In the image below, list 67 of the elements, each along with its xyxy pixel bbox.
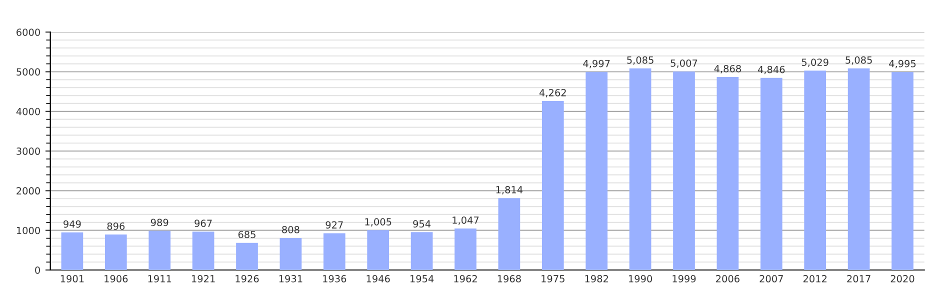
y-tick-label: 2000: [16, 187, 40, 195]
x-tick-label: 2012: [803, 275, 826, 282]
bar: [673, 71, 695, 270]
y-tick-label: 4000: [16, 108, 40, 116]
x-tick-label: 1901: [60, 275, 84, 282]
bar: [892, 72, 914, 270]
data-label: 4,997: [583, 60, 610, 68]
x-tick-label: 2007: [760, 275, 783, 282]
bar: [104, 234, 127, 270]
x-tick-label: 1926: [236, 275, 259, 282]
x-tick-label: 1975: [542, 275, 564, 282]
data-label: 954: [413, 220, 431, 228]
data-label: 5,085: [627, 56, 654, 65]
bar: [61, 232, 84, 270]
x-tick-label: 1982: [585, 275, 608, 282]
bar: [629, 68, 652, 270]
x-tick-label: 1968: [498, 275, 521, 282]
bar: [848, 68, 870, 270]
data-label: 989: [150, 218, 168, 226]
bar: [498, 198, 520, 270]
data-label: 1,814: [496, 186, 523, 194]
x-tick-label: 1990: [628, 275, 652, 282]
x-tick-label: 2006: [716, 275, 740, 282]
y-tick-label: 0: [35, 266, 40, 274]
data-label: 4,846: [758, 66, 785, 74]
bar: [323, 233, 346, 270]
bar: [367, 230, 390, 270]
bar: [192, 232, 214, 270]
x-tick-label: 1999: [672, 275, 696, 282]
data-label: 5,029: [802, 58, 828, 67]
x-tick-label: 1954: [410, 275, 434, 282]
bar: [586, 72, 608, 270]
data-label: 967: [194, 220, 212, 227]
data-label: 4,995: [889, 60, 916, 68]
x-tick-label: 1921: [192, 275, 215, 282]
data-label: 927: [326, 221, 343, 229]
data-label: 808: [282, 226, 300, 234]
bar: [410, 232, 433, 270]
bar: [542, 101, 564, 270]
y-tick-label: 3000: [16, 148, 40, 155]
data-label: 1,005: [365, 218, 392, 226]
x-tick-label: 1962: [454, 275, 477, 282]
bar: [760, 78, 782, 270]
x-tick-label: 1906: [104, 275, 128, 282]
x-tick-label: 1936: [323, 275, 346, 282]
data-label: 4,262: [539, 88, 566, 98]
y-tick-label: 1000: [16, 226, 40, 234]
x-tick-label: 1946: [366, 275, 390, 282]
data-label: 5,085: [846, 56, 872, 65]
x-tick-label: 1911: [148, 275, 172, 282]
data-label: 4,868: [714, 64, 741, 74]
y-tick-label: 5000: [16, 68, 40, 76]
data-label: 5,007: [670, 59, 698, 68]
bar: [148, 230, 171, 270]
bar: [716, 76, 739, 270]
x-tick-label: 1931: [279, 275, 302, 282]
bar: [804, 70, 826, 270]
data-label: 1,047: [452, 216, 479, 225]
bar: [280, 238, 302, 270]
x-tick-label: 2017: [847, 275, 870, 282]
data-label: 896: [107, 222, 125, 230]
bar: [454, 228, 476, 270]
y-tick-label: 6000: [16, 28, 40, 36]
x-tick-label: 2020: [890, 275, 914, 282]
data-label: 685: [238, 230, 256, 238]
data-label: 949: [64, 220, 81, 228]
bar: [236, 242, 258, 270]
